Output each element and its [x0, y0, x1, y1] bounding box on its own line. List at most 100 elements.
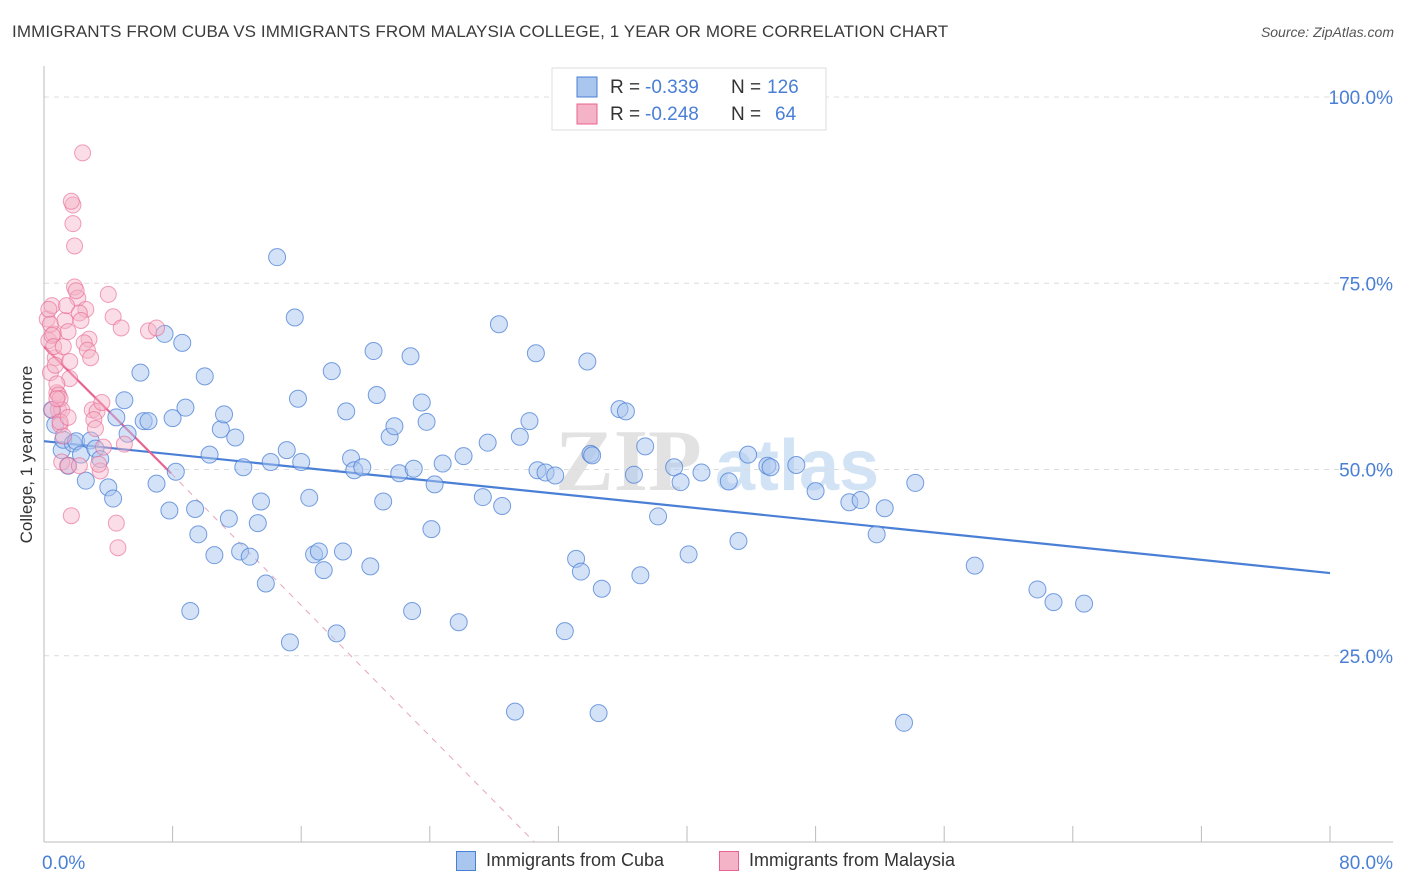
point-cuba: [583, 446, 602, 465]
point-cuba: [147, 474, 166, 493]
point-cuba: [205, 546, 224, 565]
legend-item-cuba: Immigrants from Cuba: [456, 850, 664, 871]
point-malaysia: [86, 420, 104, 438]
point-cuba: [280, 633, 299, 652]
trend-line-cuba: [43, 440, 1331, 575]
point-malaysia: [148, 319, 166, 337]
point-cuba: [520, 412, 539, 431]
point-cuba: [493, 497, 512, 516]
point-cuba: [739, 445, 758, 464]
point-cuba: [454, 447, 473, 466]
point-cuba: [510, 427, 529, 446]
bottom-legend: Immigrants from Cuba Immigrants from Mal…: [0, 850, 1406, 880]
point-cuba: [679, 545, 698, 564]
point-cuba: [268, 248, 287, 267]
point-cuba: [226, 428, 245, 447]
point-malaysia: [54, 338, 72, 356]
point-cuba: [385, 417, 404, 436]
point-cuba: [473, 488, 492, 507]
point-cuba: [300, 488, 319, 507]
point-malaysia: [107, 514, 125, 532]
point-cuba: [173, 333, 192, 352]
point-cuba: [361, 557, 380, 576]
point-cuba: [412, 393, 431, 412]
legend-label-cuba: Immigrants from Cuba: [486, 850, 665, 870]
point-cuba: [314, 561, 333, 580]
source-label: Source: ZipAtlas.com: [1260, 24, 1394, 40]
point-cuba: [277, 441, 296, 460]
grid: [44, 96, 1393, 657]
point-cuba: [353, 458, 372, 477]
point-cuba: [374, 492, 393, 511]
point-cuba: [895, 713, 914, 732]
point-cuba: [176, 398, 195, 417]
legend-swatch-cuba-bottom: [456, 850, 476, 871]
point-cuba: [671, 473, 690, 492]
legend-r-label-malaysia: R =: [610, 104, 640, 125]
point-cuba: [309, 542, 328, 561]
point-cuba: [107, 408, 126, 427]
point-cuba: [692, 463, 711, 482]
legend-r-label-cuba: R =: [610, 77, 640, 98]
legend-label-malaysia: Immigrants from Malaysia: [749, 850, 956, 870]
point-cuba: [234, 458, 253, 477]
point-malaysia: [45, 338, 63, 356]
point-malaysia: [64, 215, 82, 233]
point-malaysia: [74, 144, 92, 162]
point-cuba: [422, 520, 441, 539]
point-cuba: [636, 437, 655, 456]
point-malaysia: [82, 349, 100, 367]
data-points: [38, 144, 1094, 732]
stats-legend: R = -0.339 N = 126 R = -0.248 N = 64: [551, 67, 827, 131]
point-cuba: [219, 509, 238, 528]
point-cuba: [478, 433, 497, 452]
legend-n-value-malaysia: 64: [775, 104, 797, 125]
point-cuba: [163, 409, 182, 428]
point-cuba: [285, 308, 304, 327]
point-cuba: [965, 556, 984, 575]
legend-n-value-cuba: 126: [767, 77, 799, 98]
point-cuba: [139, 412, 158, 431]
point-cuba: [616, 402, 635, 421]
point-cuba: [404, 459, 423, 478]
point-cuba: [624, 465, 643, 484]
point-malaysia: [72, 312, 90, 329]
point-malaysia: [93, 393, 111, 411]
point-cuba: [401, 347, 420, 366]
point-malaysia: [61, 370, 79, 388]
point-cuba: [546, 466, 565, 485]
point-malaysia: [109, 539, 127, 557]
point-cuba: [729, 532, 748, 551]
point-malaysia: [59, 323, 77, 341]
point-cuba: [787, 456, 806, 475]
y-tick-label: 75.0%: [1339, 274, 1393, 295]
point-cuba: [906, 473, 925, 492]
chart-title: IMMIGRANTS FROM CUBA VS IMMIGRANTS FROM …: [12, 22, 949, 41]
point-cuba: [1028, 580, 1047, 599]
y-axis-label: College, 1 year or more: [17, 366, 36, 544]
point-cuba: [364, 342, 383, 361]
point-malaysia: [85, 411, 103, 429]
point-cuba: [337, 402, 356, 421]
point-malaysia: [58, 297, 76, 315]
legend-r-value-cuba: -0.339: [645, 77, 699, 98]
tick-labels: 25.0% 50.0% 75.0% 100.0% 0.0% 80.0%: [42, 88, 1393, 874]
point-cuba: [489, 315, 508, 334]
legend-r-value-malaysia: -0.248: [645, 104, 699, 125]
point-cuba: [288, 389, 307, 408]
point-malaysia: [46, 356, 64, 374]
point-cuba: [252, 492, 271, 511]
point-cuba: [1075, 594, 1094, 613]
legend-n-label-cuba: N =: [731, 77, 761, 98]
point-malaysia: [40, 300, 58, 318]
point-cuba: [166, 462, 185, 481]
point-cuba: [261, 453, 280, 472]
point-cuba: [181, 602, 200, 621]
point-cuba: [200, 445, 219, 464]
point-cuba: [425, 475, 444, 494]
point-malaysia: [94, 438, 112, 456]
legend-n-label-malaysia: N =: [731, 104, 761, 125]
point-cuba: [589, 704, 608, 723]
point-cuba: [649, 507, 668, 526]
